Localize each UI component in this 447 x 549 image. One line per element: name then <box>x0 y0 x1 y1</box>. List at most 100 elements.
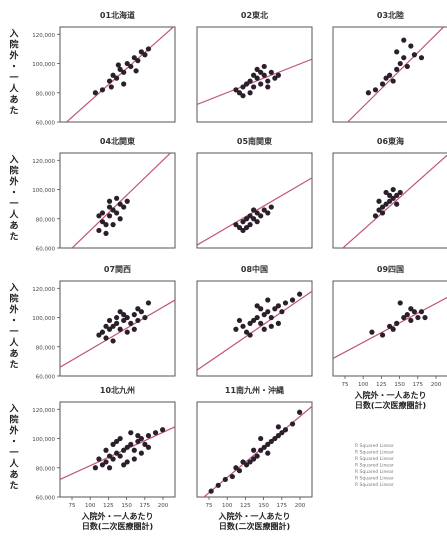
data-point <box>379 81 386 87</box>
data-point <box>376 198 382 204</box>
data-point <box>145 444 152 450</box>
data-point <box>251 84 257 90</box>
data-point <box>103 459 109 465</box>
data-point <box>272 435 278 442</box>
data-point <box>387 72 393 78</box>
data-point <box>265 450 271 456</box>
data-point <box>128 63 134 70</box>
data-point <box>261 207 267 213</box>
data-point <box>254 303 260 309</box>
fit-line <box>197 290 312 371</box>
data-point <box>254 453 260 459</box>
data-point <box>96 227 102 234</box>
data-point <box>103 447 109 453</box>
data-point <box>247 90 253 96</box>
panel-title: 07関西 <box>104 264 131 274</box>
y-tick-label: 80,000 <box>36 217 56 223</box>
x-tick-label: 100 <box>85 503 96 509</box>
data-point <box>114 438 120 445</box>
data-point <box>258 306 264 312</box>
data-point <box>383 201 389 207</box>
data-point <box>379 332 386 338</box>
data-point <box>247 222 253 228</box>
data-point <box>243 462 250 468</box>
data-point <box>124 329 130 335</box>
data-point <box>99 462 106 468</box>
x-tick-label: 200 <box>295 503 306 509</box>
legend-entry: R Squared Linear <box>355 469 394 475</box>
data-point <box>160 427 166 433</box>
x-axis-label-line2: 日数(二次医療圏計) <box>355 400 426 410</box>
data-point <box>251 72 257 78</box>
data-point <box>418 55 425 61</box>
data-point <box>254 219 260 225</box>
panel-title: 09四国 <box>377 264 404 274</box>
x-tick-label: 175 <box>277 503 288 509</box>
plot-frame <box>59 401 176 498</box>
data-point <box>408 43 414 49</box>
data-point <box>243 216 250 222</box>
data-point <box>233 87 239 93</box>
data-point <box>268 204 274 210</box>
data-point <box>96 213 102 219</box>
data-point <box>92 90 98 96</box>
x-tick-label: 175 <box>413 382 424 388</box>
data-point <box>394 192 400 198</box>
data-point <box>117 309 123 315</box>
data-point <box>401 55 407 61</box>
data-point <box>152 430 159 436</box>
data-point <box>268 69 274 75</box>
data-point <box>408 306 414 312</box>
data-point <box>415 314 421 321</box>
data-point <box>99 329 106 335</box>
data-point <box>138 309 144 315</box>
panel-title: 06東海 <box>377 136 404 146</box>
data-point <box>117 201 123 207</box>
x-tick-label: 75 <box>69 503 76 509</box>
plot-frame <box>59 280 176 377</box>
data-point <box>268 323 274 329</box>
x-axis-label-line1: 入院外・一人あたり <box>354 390 427 400</box>
data-point <box>258 213 264 219</box>
data-point <box>372 213 379 219</box>
data-point <box>243 329 250 335</box>
data-point <box>124 60 130 67</box>
data-point <box>103 335 109 341</box>
data-point <box>387 198 393 204</box>
data-point <box>251 216 257 222</box>
y-tick-label: 100,000 <box>32 437 55 443</box>
data-point <box>376 207 382 213</box>
data-point <box>110 207 116 213</box>
data-point <box>124 198 130 204</box>
data-point <box>106 317 113 324</box>
data-point <box>233 222 239 228</box>
data-point <box>394 320 400 326</box>
y-tick-label: 120,000 <box>32 33 55 39</box>
x-tick-label: 175 <box>140 503 151 509</box>
y-tick-label: 100,000 <box>32 62 55 68</box>
data-point <box>131 312 137 318</box>
data-point <box>114 320 120 326</box>
data-point <box>394 66 400 72</box>
data-point <box>418 309 425 315</box>
data-point <box>106 78 113 84</box>
data-point <box>121 447 127 453</box>
data-point <box>390 326 396 332</box>
data-point <box>114 210 120 216</box>
data-point <box>240 227 246 234</box>
data-point <box>265 78 271 84</box>
data-point <box>240 84 246 90</box>
data-point <box>272 306 278 312</box>
data-point <box>390 195 396 201</box>
y-tick-label: 100,000 <box>32 188 55 194</box>
data-point <box>131 55 137 61</box>
data-point <box>254 75 260 81</box>
data-point <box>121 69 127 75</box>
data-point <box>138 49 144 55</box>
data-point <box>131 447 137 453</box>
data-point <box>251 317 257 324</box>
data-point <box>394 49 400 55</box>
fit-line <box>346 27 445 122</box>
data-point <box>106 198 113 204</box>
data-point <box>258 69 264 75</box>
